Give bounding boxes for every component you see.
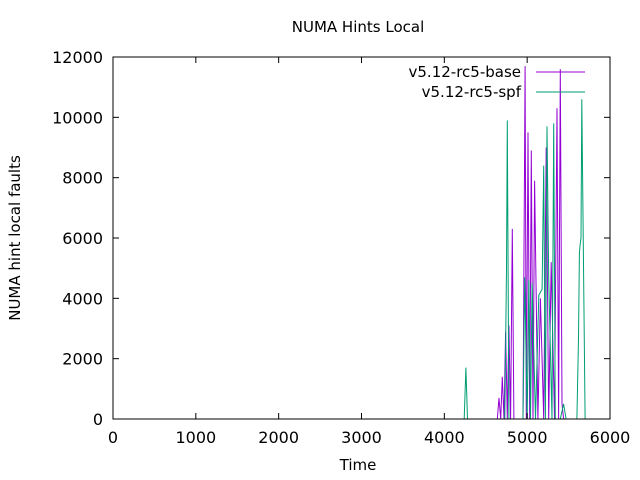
- x-tick-label: 3000: [341, 428, 382, 447]
- y-tick-label: 8000: [62, 169, 103, 188]
- y-tick-label: 6000: [62, 229, 103, 248]
- x-tick-label: 4000: [424, 428, 465, 447]
- x-tick-label: 2000: [258, 428, 299, 447]
- series-line-v5.12-rc5-spf: [113, 99, 586, 420]
- x-tick-label: 1000: [175, 428, 216, 447]
- y-axis-label: NUMA hint local faults: [6, 155, 24, 321]
- y-tick-label: 2000: [62, 350, 103, 369]
- legend-label: v5.12-rc5-base: [409, 63, 522, 81]
- chart-title: NUMA Hints Local: [292, 18, 424, 36]
- legend: v5.12-rc5-base v5.12-rc5-spf: [409, 63, 585, 101]
- x-tick-label: 5000: [507, 428, 548, 447]
- y-axis: 0 2000 4000 6000 8000 10000 12000: [52, 48, 610, 429]
- series-group: [113, 66, 586, 420]
- series-line-v5.12-rc5-base: [113, 66, 586, 420]
- x-axis-label: Time: [339, 456, 377, 474]
- x-tick-label: 6000: [590, 428, 631, 447]
- y-tick-label: 12000: [52, 48, 103, 67]
- x-axis: 0 1000 2000 3000 4000 5000 6000: [108, 57, 630, 447]
- y-tick-label: 10000: [52, 108, 103, 127]
- y-tick-label: 4000: [62, 289, 103, 308]
- x-tick-label: 0: [108, 428, 118, 447]
- y-tick-label: 0: [93, 410, 103, 429]
- legend-label: v5.12-rc5-spf: [422, 83, 522, 101]
